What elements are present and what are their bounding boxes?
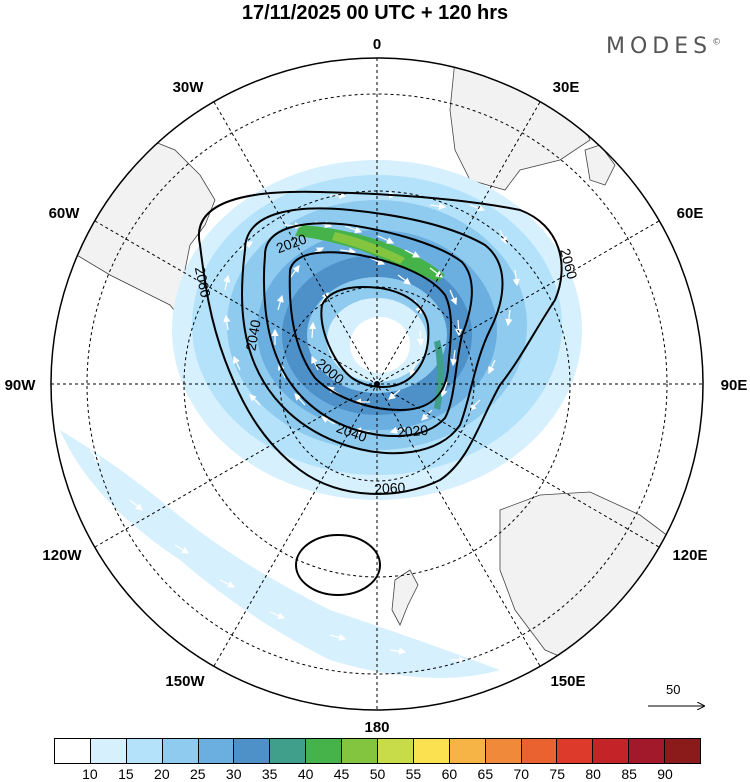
lon-label-90e: 90E (721, 377, 748, 394)
lon-label-120w: 120W (42, 547, 82, 564)
colorbar-tick-label: 70 (513, 766, 530, 782)
colorbar-tick-label: 65 (477, 766, 494, 782)
colorbar-tick-label: 20 (154, 766, 170, 782)
colorbar-tick-label: 80 (585, 766, 601, 782)
copyright-mark: © (712, 37, 722, 48)
contour-2000 (288, 251, 453, 412)
wind-vectors (89, 191, 520, 664)
contour-label-2040-left: 2040 (242, 318, 263, 352)
colorbar-tick-label: 90 (657, 766, 673, 782)
colorbar-tick-label: 60 (441, 766, 458, 782)
reference-vector-label: 50 (666, 682, 681, 697)
contour-closed-low (295, 534, 381, 596)
shade-jet-50 (332, 232, 405, 264)
contour-label-2020-lower: 2020 (396, 422, 429, 441)
colorbar-swatch (593, 739, 630, 763)
colorbar-swatch (55, 739, 91, 763)
contour-2060 (197, 190, 563, 495)
colorbar-tick-label: 45 (333, 766, 350, 782)
colorbar-swatch (557, 739, 594, 763)
meridians (51, 58, 703, 710)
colorbar-swatch (270, 739, 307, 763)
lon-label-30e: 30E (553, 79, 580, 96)
brand-text: MODES (606, 34, 713, 59)
madagascar-land (584, 144, 616, 186)
colorbar-tick-label: 50 (369, 766, 386, 782)
lon-label-120e: 120E (672, 547, 707, 564)
colorbar-swatch (485, 739, 522, 763)
colorbar-tick-label: 85 (621, 766, 637, 782)
colorbar-swatch (665, 739, 701, 763)
shade-15-band (60, 430, 500, 678)
colorbar-tick-label: 25 (189, 766, 206, 782)
map-title: 17/11/2025 00 UTC + 120 hrs (241, 2, 509, 24)
colorbar-tick-label: 75 (549, 766, 566, 782)
lon-label-60w: 60W (49, 205, 81, 222)
colorbar-swatch (449, 739, 486, 763)
colorbar-swatch (521, 739, 558, 763)
lon-label-30w: 30W (173, 79, 205, 96)
contour-2020 (262, 222, 473, 437)
colorbar-labels: 10 15 20 25 30 35 40 45 50 55 60 65 70 75 80 85 90 (54, 766, 701, 782)
colorbar-swatch (90, 739, 127, 763)
lon-label-150e: 150E (550, 673, 585, 690)
colorbar-swatch (629, 739, 666, 763)
colorbar-tick-label: 40 (297, 766, 314, 782)
lon-label-180: 180 (364, 719, 389, 736)
modes-logo: MODES© (606, 34, 721, 59)
colorbar-swatch (378, 739, 414, 763)
map-boundary (50, 57, 704, 711)
colorbar-swatch (413, 739, 450, 763)
contour-2040 (241, 207, 504, 455)
lon-label-60e: 60E (677, 205, 704, 222)
map-disc (51, 58, 703, 710)
colorbar-tick-label: 35 (261, 766, 278, 782)
colorbar-tick-label: 10 (82, 766, 98, 782)
colorbar-tick-label: 15 (118, 766, 134, 782)
contour-label-2060-left: 2060 (192, 265, 214, 299)
shade-core-10 (350, 317, 410, 373)
colorbar-swatch (198, 739, 235, 763)
colorbar-tick-label: 55 (405, 766, 422, 782)
colorbar-swatch (162, 739, 199, 763)
polar-stereographic-map: 0 180 90W 90E 30W 60W 120W 150W 30E 60E … (5, 36, 748, 736)
colorbar-swatch (126, 739, 163, 763)
new-zealand-land (391, 569, 419, 626)
colorbar-swatch (342, 739, 379, 763)
wind-speed-colorbar (54, 738, 701, 764)
colorbar-swatch (234, 739, 271, 763)
lon-label-90w: 90W (5, 377, 37, 394)
contour-label-2060-lower: 2060 (374, 479, 406, 497)
colorbar-tick-label: 30 (225, 766, 242, 782)
colorbar-swatch (306, 739, 343, 763)
contour-label-2060-right: 2060 (557, 247, 581, 281)
lon-label-150w: 150W (165, 673, 205, 690)
lon-label-0: 0 (373, 36, 381, 53)
